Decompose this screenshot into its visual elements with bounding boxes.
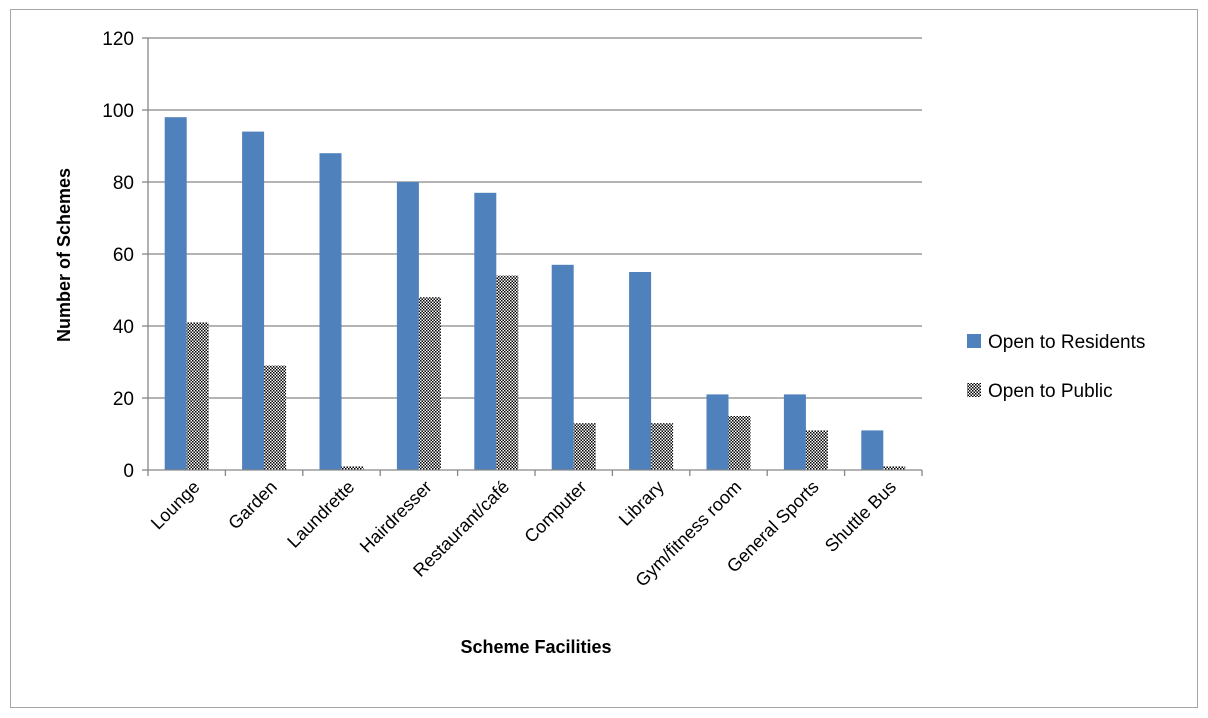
x-tick-label: Laundrette [283, 477, 358, 552]
bar-public [805, 430, 828, 470]
x-axis-title: Scheme Facilities [460, 637, 611, 657]
y-tick-label: 120 [102, 29, 134, 50]
bars [164, 117, 906, 471]
bar-residents [551, 264, 574, 470]
y-tick-label: 40 [113, 317, 134, 338]
x-tick-label: Lounge [147, 477, 204, 534]
bar-public [883, 466, 906, 470]
bar-residents [629, 272, 652, 470]
bar-residents [396, 182, 419, 470]
bar-public [728, 416, 751, 470]
legend-label: Open to Public [988, 381, 1113, 402]
bar-residents [474, 192, 497, 471]
bar-residents [164, 117, 187, 470]
x-tick-label: Shuttle Bus [821, 477, 900, 556]
y-axis-title: Number of Schemes [54, 168, 74, 342]
bar-residents [242, 131, 265, 470]
y-tick-label: 100 [102, 101, 134, 122]
bar-residents [783, 394, 806, 470]
bar-public [651, 423, 674, 470]
x-tick-label: Garden [224, 477, 281, 534]
x-tick-label: Library [615, 477, 668, 530]
legend-swatch [967, 383, 981, 397]
bar-residents [861, 430, 884, 470]
legend-swatch [967, 334, 981, 348]
bar-public [186, 322, 209, 470]
y-tick-label: 0 [123, 461, 134, 482]
bar-public [264, 365, 287, 470]
y-tick-label: 20 [113, 389, 134, 410]
y-tick-label: 60 [113, 245, 134, 266]
bar-public [341, 466, 364, 470]
bar-residents [319, 153, 342, 470]
x-tick-label: Hairdresser [356, 477, 436, 557]
legend-label: Open to Residents [988, 332, 1145, 353]
y-tick-label: 80 [113, 173, 134, 194]
bar-public [573, 423, 596, 470]
bar-residents [706, 394, 729, 470]
legend: Open to Residents Open to Public [967, 332, 1145, 402]
axes [142, 37, 923, 476]
bar-public [418, 297, 441, 470]
bar-public [496, 275, 519, 470]
x-tick-label: Computer [521, 477, 591, 547]
